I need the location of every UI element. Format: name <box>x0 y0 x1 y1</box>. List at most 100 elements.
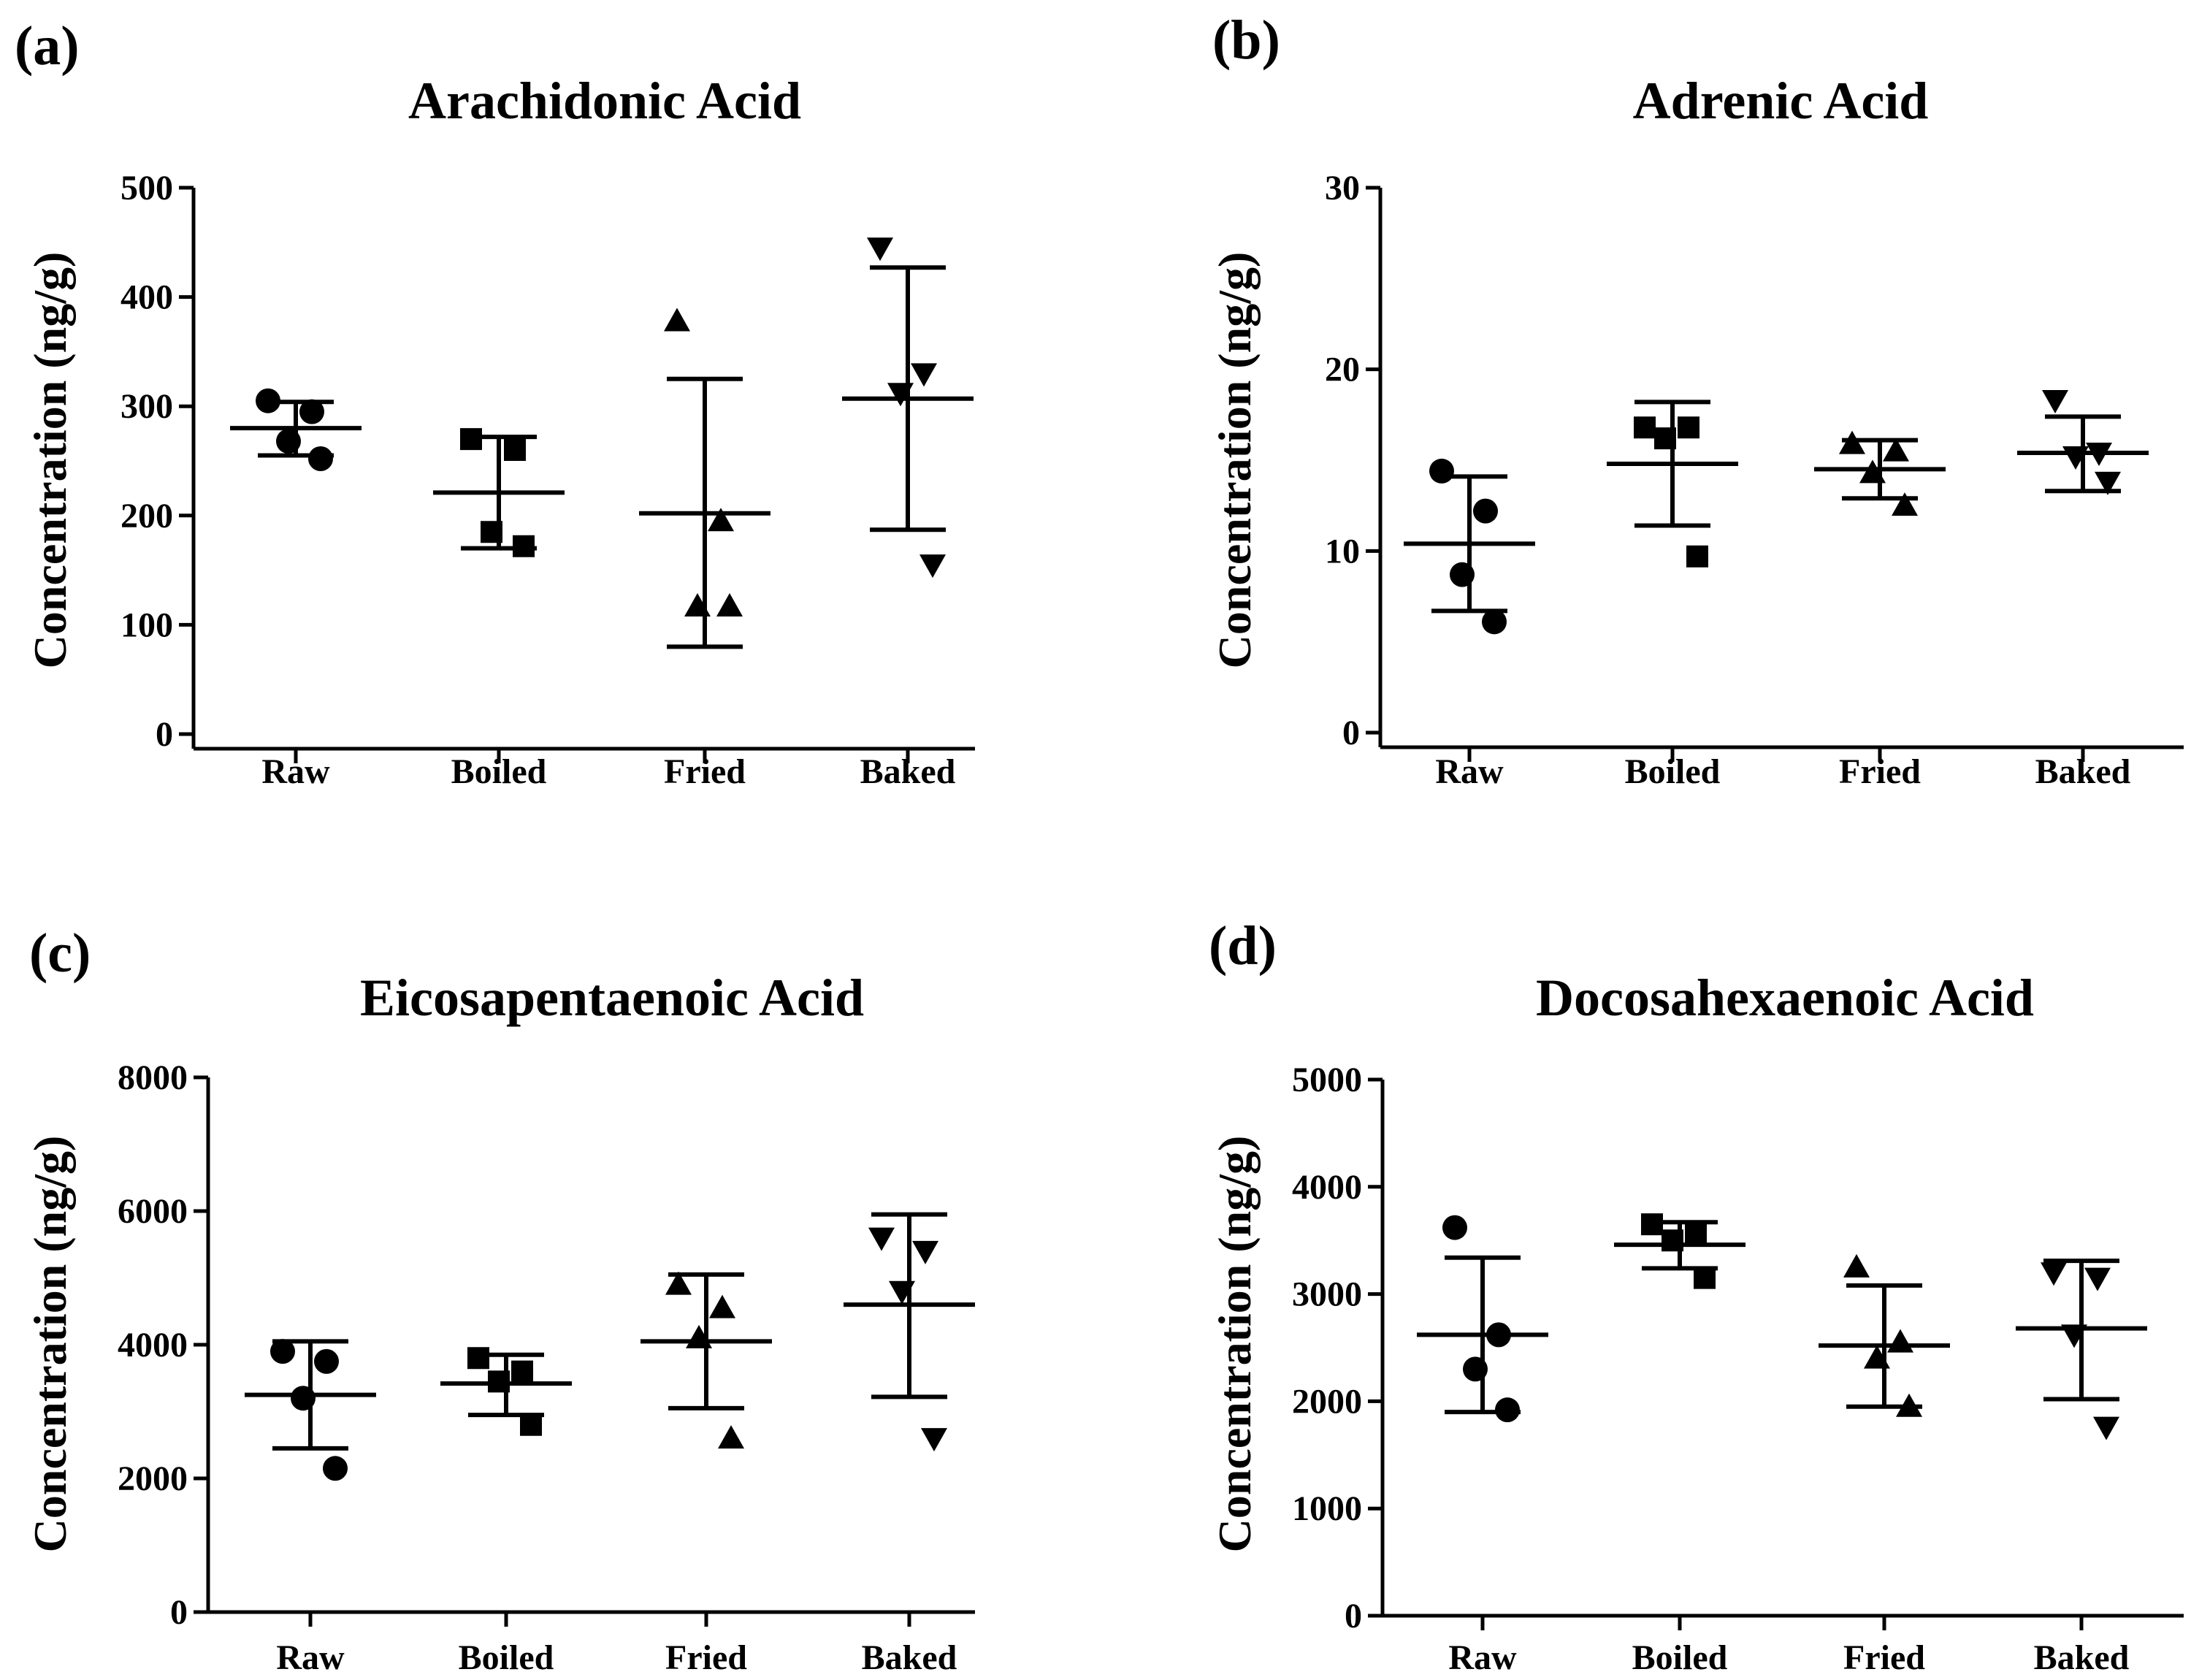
data-point <box>709 1294 735 1318</box>
data-point <box>323 1456 348 1481</box>
x-tick-label: Fried <box>664 752 746 791</box>
data-point <box>921 1428 947 1452</box>
data-point <box>911 363 937 387</box>
x-tick-label: Raw <box>1435 752 1504 791</box>
x-tick-label: Fried <box>1839 752 1921 791</box>
data-point <box>520 1413 542 1436</box>
x-tick-label: Boiled <box>459 1638 554 1677</box>
x-tick-label: Baked <box>862 1638 957 1677</box>
chart-title: Eicosapentaenoic Acid <box>360 969 864 1027</box>
data-point <box>1892 492 1918 516</box>
series-raw <box>245 1339 376 1481</box>
y-tick-label: 2000 <box>118 1459 188 1498</box>
series-fried <box>641 1271 772 1449</box>
data-point <box>1694 1267 1716 1289</box>
series-fried <box>1819 1253 1950 1417</box>
y-tick-label: 6000 <box>118 1192 188 1231</box>
data-point <box>912 1240 938 1264</box>
data-point <box>708 508 734 532</box>
x-tick-label: Baked <box>2034 1638 2130 1677</box>
data-point <box>2042 389 2068 413</box>
series-fried <box>639 308 771 649</box>
x-tick-label: Fried <box>665 1638 747 1677</box>
y-tick-label: 8000 <box>118 1058 188 1097</box>
data-point <box>665 1271 692 1295</box>
x-tick-label: Boiled <box>1632 1638 1728 1677</box>
panel-label: (d) <box>1209 915 1277 977</box>
data-point <box>308 446 333 472</box>
chart-panel-a: (a) Arachidonic Acid Concentration (ng/g) 0… <box>15 15 975 791</box>
series-raw <box>230 388 362 472</box>
x-tick-label: Baked <box>2035 752 2131 791</box>
series-baked <box>2017 389 2149 495</box>
y-axis-label: Concentration (ng/g) <box>24 1136 76 1553</box>
data-point <box>1634 416 1656 439</box>
chart-title: Arachidonic Acid <box>408 72 801 130</box>
series-boiled <box>1607 400 1738 568</box>
data-point <box>1887 1329 1913 1353</box>
y-tick-label: 30 <box>1325 169 1360 207</box>
x-tick-label: Baked <box>860 752 956 791</box>
data-point <box>2095 471 2121 495</box>
y-tick-label: 4000 <box>1292 1168 1362 1207</box>
data-point <box>1442 1215 1467 1240</box>
panel-label: (c) <box>29 923 91 984</box>
y-tick-label: 20 <box>1325 351 1360 389</box>
y-axis-label: Concentration (ng/g) <box>1209 252 1261 669</box>
data-point <box>1685 1223 1707 1246</box>
data-point <box>867 237 893 261</box>
y-tick-label: 5000 <box>1292 1061 1362 1099</box>
x-tick-label: Fried <box>1843 1638 1925 1677</box>
panel-label: (b) <box>1212 9 1280 71</box>
data-point <box>2093 1416 2119 1440</box>
data-point <box>467 1347 489 1370</box>
chart-panel-b: (b) Adrenic Acid Concentration (ng/g) 0 10 20… <box>1209 9 2184 791</box>
y-tick-label: 2000 <box>1292 1382 1362 1421</box>
chart-title: Docosahexaenoic Acid <box>1536 969 2034 1027</box>
data-point <box>919 554 946 579</box>
chart-panel-d: (d) Docosahexaenoic Acid Concentration (ng… <box>1209 915 2184 1677</box>
y-tick-label: 100 <box>121 606 173 644</box>
x-tick-label: Raw <box>1448 1638 1517 1677</box>
data-point <box>2084 1267 2111 1291</box>
data-point <box>1843 1253 1870 1278</box>
series-boiled <box>1614 1213 1745 1289</box>
y-axis-label: Concentration (ng/g) <box>1209 1136 1261 1553</box>
y-tick-label: 0 <box>1345 1597 1362 1635</box>
data-point <box>2041 1262 2067 1286</box>
data-point <box>1429 458 1454 484</box>
y-tick-label: 500 <box>121 169 173 207</box>
y-tick-label: 0 <box>1342 714 1360 752</box>
y-tick-label: 400 <box>121 278 173 317</box>
series-raw <box>1417 1215 1548 1423</box>
data-point <box>664 308 690 332</box>
y-tick-label: 0 <box>170 1593 188 1632</box>
chart-panel-c: (c) Eicosapentaenoic Acid Concentration (n… <box>24 923 975 1677</box>
data-point <box>718 1425 744 1449</box>
series-raw <box>1404 458 1535 635</box>
series-boiled <box>433 428 565 557</box>
data-point <box>868 1227 895 1251</box>
x-tick-label: Boiled <box>451 752 547 791</box>
x-tick-label: Raw <box>261 752 330 791</box>
y-tick-label: 10 <box>1325 532 1360 570</box>
data-point <box>1482 609 1507 635</box>
y-tick-label: 3000 <box>1292 1275 1362 1314</box>
data-point <box>270 1339 295 1364</box>
panel-label: (a) <box>15 15 80 77</box>
y-tick-label: 200 <box>121 497 173 535</box>
chart-title: Adrenic Acid <box>1633 72 1929 130</box>
data-point <box>1686 545 1708 568</box>
y-tick-label: 0 <box>156 715 173 754</box>
y-tick-label: 1000 <box>1292 1489 1362 1528</box>
data-point <box>314 1348 339 1374</box>
series-boiled <box>440 1347 572 1436</box>
data-point <box>1883 438 1909 462</box>
series-baked <box>842 237 974 579</box>
data-point <box>1678 416 1699 439</box>
series-baked <box>2016 1259 2147 1440</box>
data-point <box>511 1360 533 1383</box>
series-fried <box>1814 430 1946 516</box>
y-tick-label: 300 <box>121 387 173 426</box>
